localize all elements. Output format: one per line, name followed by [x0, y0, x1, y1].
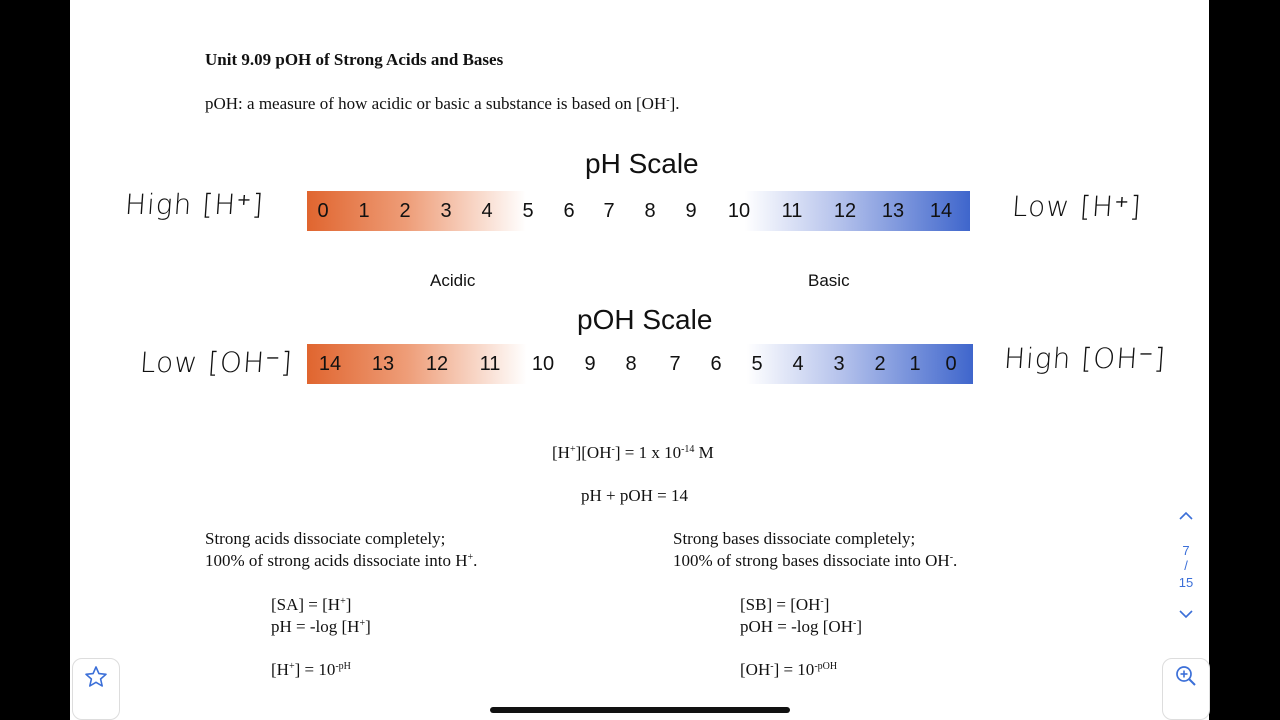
ph-tick-8: 8 — [644, 200, 656, 222]
poh-tick-12: 12 — [425, 353, 449, 375]
ph-left-note: High [H⁺] — [123, 188, 266, 221]
ph-tick-11: 11 — [781, 200, 803, 222]
sum-equation: pH + pOH = 14 — [581, 486, 689, 505]
poh-tick-9: 9 — [584, 353, 596, 375]
ph-right-note: Low [H⁺] — [1010, 190, 1143, 223]
ph-tick-13: 13 — [881, 200, 905, 222]
poh-tick-7: 7 — [669, 353, 681, 375]
document-page: Unit 9.09 pOH of Strong Acids and Bases … — [70, 0, 1209, 720]
poh-tick-1: 1 — [909, 353, 921, 375]
zoom-in-icon — [1176, 666, 1196, 686]
ph-tick-4: 4 — [481, 200, 493, 222]
poh-tick-4: 4 — [792, 353, 804, 375]
zoom-button[interactable] — [1162, 658, 1210, 720]
ph-tick-2: 2 — [399, 200, 411, 222]
poh-tick-11: 11 — [479, 353, 501, 375]
ph-tick-9: 9 — [685, 200, 697, 222]
basic-label: Basic — [808, 271, 850, 290]
bases-eq2: pOH = -log [OH-] — [740, 617, 863, 636]
poh-right-note: High [OH⁻] — [1002, 342, 1168, 375]
kw-equation: [H+][OH-] = 1 x 10-14 M — [552, 443, 714, 462]
bases-line1: Strong bases dissociate completely; — [673, 529, 916, 548]
ph-scale-title: pH Scale — [585, 148, 699, 179]
definition-text: pOH: a measure of how acidic or basic a … — [205, 94, 680, 113]
poh-tick-3: 3 — [833, 353, 845, 375]
page-title: Unit 9.09 pOH of Strong Acids and Bases — [205, 50, 504, 69]
acids-eq2: pH = -log [H+] — [271, 617, 371, 636]
poh-tick-10: 10 — [531, 353, 555, 375]
page-separator: / — [1184, 558, 1188, 573]
poh-tick-2: 2 — [874, 353, 886, 375]
ph-tick-7: 7 — [603, 200, 615, 222]
poh-tick-0: 0 — [945, 353, 957, 375]
total-pages: 15 — [1178, 575, 1194, 590]
acids-eq3: [H+] = 10-pH — [271, 660, 351, 679]
poh-tick-6: 6 — [710, 353, 722, 375]
star-icon — [85, 666, 107, 687]
ph-tick-0: 0 — [317, 200, 329, 222]
poh-tick-14: 14 — [318, 353, 342, 375]
chevron-down-icon — [1179, 610, 1193, 619]
poh-left-note: Low [OH⁻] — [138, 346, 294, 379]
bases-eq3: [OH-] = 10-pOH — [740, 660, 838, 679]
bookmark-button[interactable] — [72, 658, 120, 720]
poh-tick-13: 13 — [371, 353, 395, 375]
ph-tick-10: 10 — [727, 200, 751, 222]
chevron-up-icon — [1179, 511, 1193, 520]
poh-tick-8: 8 — [625, 353, 637, 375]
acids-line1: Strong acids dissociate completely; — [205, 529, 446, 548]
home-indicator — [490, 707, 790, 713]
acids-line2: 100% of strong acids dissociate into H+. — [205, 551, 478, 570]
poh-scale-bar: 14 13 12 11 10 9 8 7 6 5 4 3 2 1 0 — [307, 344, 973, 384]
ph-tick-14: 14 — [929, 200, 953, 222]
poh-tick-5: 5 — [751, 353, 763, 375]
ph-scale-bar: 0 1 2 3 4 5 6 7 8 9 10 11 12 13 14 — [307, 191, 970, 231]
next-page-button[interactable] — [1177, 605, 1195, 623]
ph-tick-6: 6 — [563, 200, 575, 222]
acidic-label: Acidic — [430, 271, 476, 290]
acids-eq1: [SA] = [H+] — [271, 595, 352, 614]
previous-page-button[interactable] — [1177, 507, 1195, 525]
bases-eq1: [SB] = [OH-] — [740, 595, 830, 614]
ph-tick-1: 1 — [358, 200, 370, 222]
ph-tick-3: 3 — [440, 200, 452, 222]
poh-scale-title: pOH Scale — [577, 304, 713, 335]
bases-line2: 100% of strong bases dissociate into OH-… — [673, 551, 958, 570]
ph-tick-5: 5 — [522, 200, 534, 222]
current-page-number: 7 — [1182, 543, 1190, 558]
ph-tick-12: 12 — [833, 200, 857, 222]
